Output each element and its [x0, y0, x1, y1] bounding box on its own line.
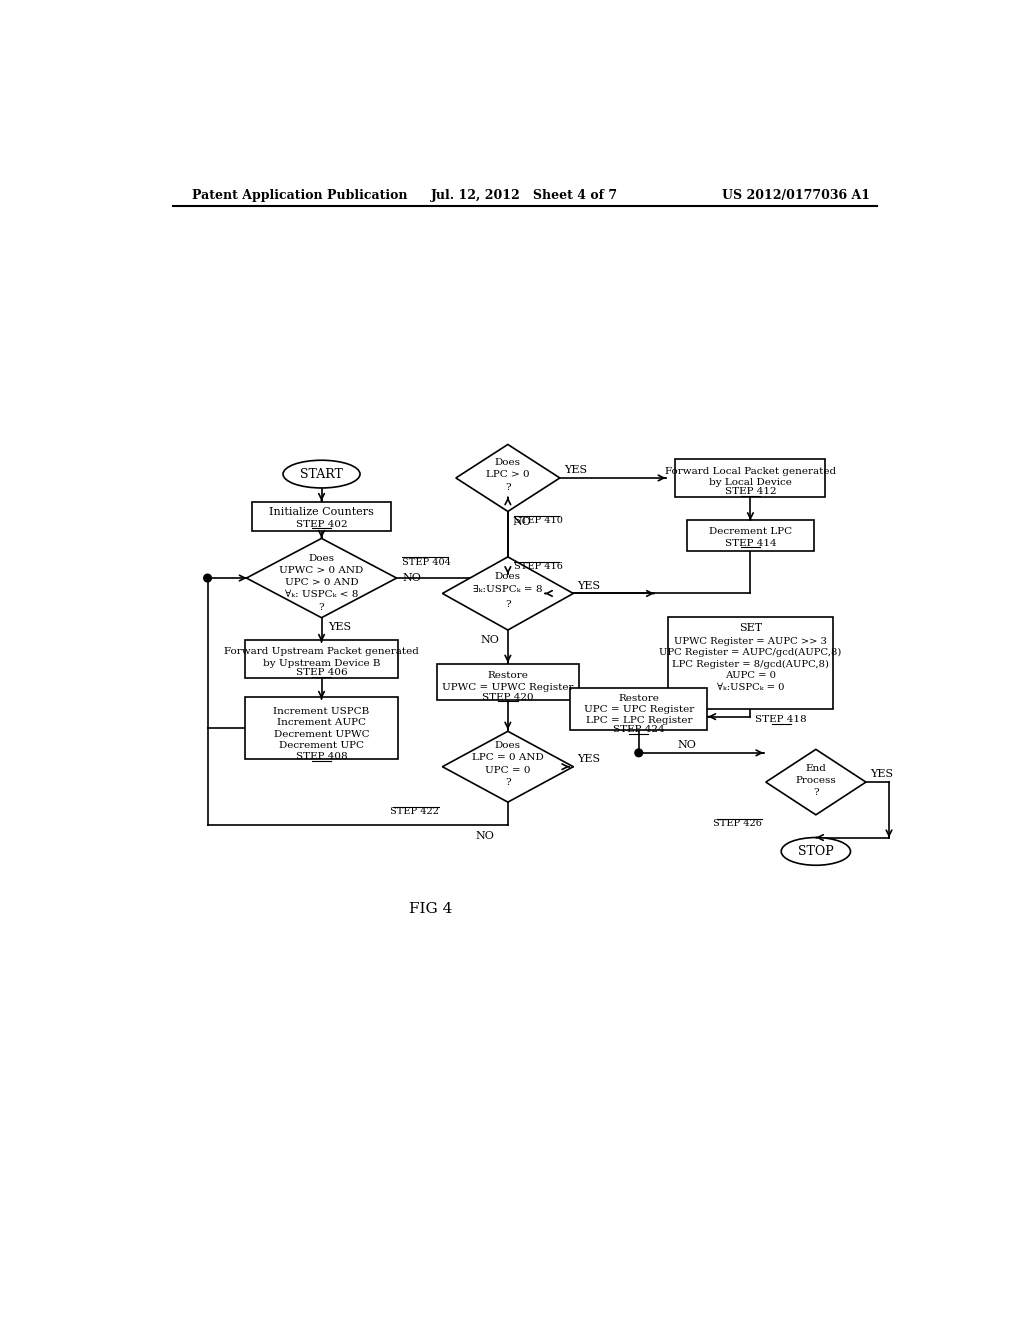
Text: Restore: Restore [487, 672, 528, 680]
Text: ∀ₖ:USPCₖ = 0: ∀ₖ:USPCₖ = 0 [717, 682, 784, 692]
Text: STOP: STOP [798, 845, 834, 858]
Bar [668, 616, 834, 709]
Circle shape [204, 574, 211, 582]
Text: UPWC Register = AUPC >> 3: UPWC Register = AUPC >> 3 [674, 636, 826, 645]
Text: NO: NO [475, 832, 495, 841]
Text: UPWC = UPWC Register: UPWC = UPWC Register [442, 682, 573, 692]
Text: Decrement LPC: Decrement LPC [709, 528, 792, 536]
Text: STEP 410: STEP 410 [514, 516, 563, 525]
Ellipse shape [781, 837, 851, 866]
Text: by Local Device: by Local Device [709, 478, 792, 487]
Text: START: START [300, 467, 343, 480]
Text: ?: ? [505, 599, 511, 609]
Text: YES: YES [578, 754, 600, 764]
Text: UPC > 0 AND: UPC > 0 AND [285, 578, 358, 587]
Text: LPC > 0: LPC > 0 [486, 470, 529, 479]
Text: ?: ? [318, 603, 325, 611]
Text: End: End [806, 764, 826, 772]
Bar [246, 640, 397, 678]
Text: UPC = UPC Register: UPC = UPC Register [584, 705, 694, 714]
Text: Jul. 12, 2012   Sheet 4 of 7: Jul. 12, 2012 Sheet 4 of 7 [431, 189, 618, 202]
Text: LPC = 0 AND: LPC = 0 AND [472, 752, 544, 762]
Text: Patent Application Publication: Patent Application Publication [193, 189, 408, 202]
Bar [252, 502, 391, 531]
Text: Does: Does [308, 553, 335, 562]
Text: STEP 418: STEP 418 [756, 715, 807, 725]
Polygon shape [442, 731, 573, 803]
Text: STEP 412: STEP 412 [725, 487, 776, 496]
Text: ?: ? [813, 788, 818, 797]
Text: STEP 422: STEP 422 [389, 807, 438, 816]
Text: Process: Process [796, 776, 837, 785]
Text: UPWC > 0 AND: UPWC > 0 AND [280, 566, 364, 574]
Text: UPC Register = AUPC/gcd(AUPC,8): UPC Register = AUPC/gcd(AUPC,8) [659, 648, 842, 657]
Text: STEP 414: STEP 414 [725, 539, 776, 548]
Bar [436, 664, 580, 701]
Text: LPC Register = 8/gcd(AUPC,8): LPC Register = 8/gcd(AUPC,8) [672, 660, 828, 669]
Text: Does: Does [495, 572, 521, 581]
Text: YES: YES [578, 581, 600, 591]
Text: Does: Does [495, 741, 521, 750]
Polygon shape [766, 750, 866, 814]
Polygon shape [247, 539, 396, 618]
Text: SET: SET [739, 623, 762, 634]
Text: Decrement UPC: Decrement UPC [279, 742, 364, 750]
Text: US 2012/0177036 A1: US 2012/0177036 A1 [722, 189, 869, 202]
Text: YES: YES [328, 622, 351, 631]
Text: ∃ₖ:USPCₖ = 8: ∃ₖ:USPCₖ = 8 [473, 585, 543, 594]
Text: STEP 402: STEP 402 [296, 520, 347, 528]
Text: Increment AUPC: Increment AUPC [278, 718, 366, 727]
Text: ?: ? [505, 483, 511, 492]
Text: NO: NO [677, 741, 696, 750]
Text: LPC = LPC Register: LPC = LPC Register [586, 715, 692, 725]
Text: Initialize Counters: Initialize Counters [269, 507, 374, 517]
Bar [246, 697, 397, 759]
Text: STEP 416: STEP 416 [514, 562, 563, 572]
Text: STEP 426: STEP 426 [713, 820, 762, 828]
Text: NO: NO [512, 517, 531, 527]
Text: FIG 4: FIG 4 [410, 902, 453, 916]
Text: NO: NO [481, 635, 500, 645]
Text: Increment USPCB: Increment USPCB [273, 706, 370, 715]
Text: NO: NO [402, 573, 421, 583]
Text: STEP 424: STEP 424 [613, 725, 665, 734]
Text: STEP 404: STEP 404 [402, 558, 452, 568]
Text: STEP 408: STEP 408 [296, 752, 347, 762]
Text: UPC = 0: UPC = 0 [485, 766, 530, 775]
Text: Forward Local Packet generated: Forward Local Packet generated [665, 466, 836, 475]
Bar [570, 688, 708, 730]
Text: YES: YES [869, 770, 893, 779]
Polygon shape [442, 557, 573, 630]
Bar [687, 520, 814, 552]
Polygon shape [456, 445, 560, 511]
Text: STEP 406: STEP 406 [296, 668, 347, 677]
Text: ?: ? [505, 777, 511, 787]
Circle shape [635, 748, 643, 756]
Ellipse shape [283, 461, 360, 488]
Text: ∀ₖ: USPCₖ < 8: ∀ₖ: USPCₖ < 8 [285, 590, 358, 599]
Text: AUPC = 0: AUPC = 0 [725, 672, 776, 680]
Text: Restore: Restore [618, 694, 659, 702]
Text: Forward Upstream Packet generated: Forward Upstream Packet generated [224, 648, 419, 656]
Text: by Upstream Device B: by Upstream Device B [263, 659, 380, 668]
Text: Decrement UPWC: Decrement UPWC [273, 730, 370, 739]
Bar [676, 459, 825, 498]
Text: Does: Does [495, 458, 521, 467]
Text: YES: YES [564, 465, 587, 475]
Text: STEP 420: STEP 420 [482, 693, 534, 702]
